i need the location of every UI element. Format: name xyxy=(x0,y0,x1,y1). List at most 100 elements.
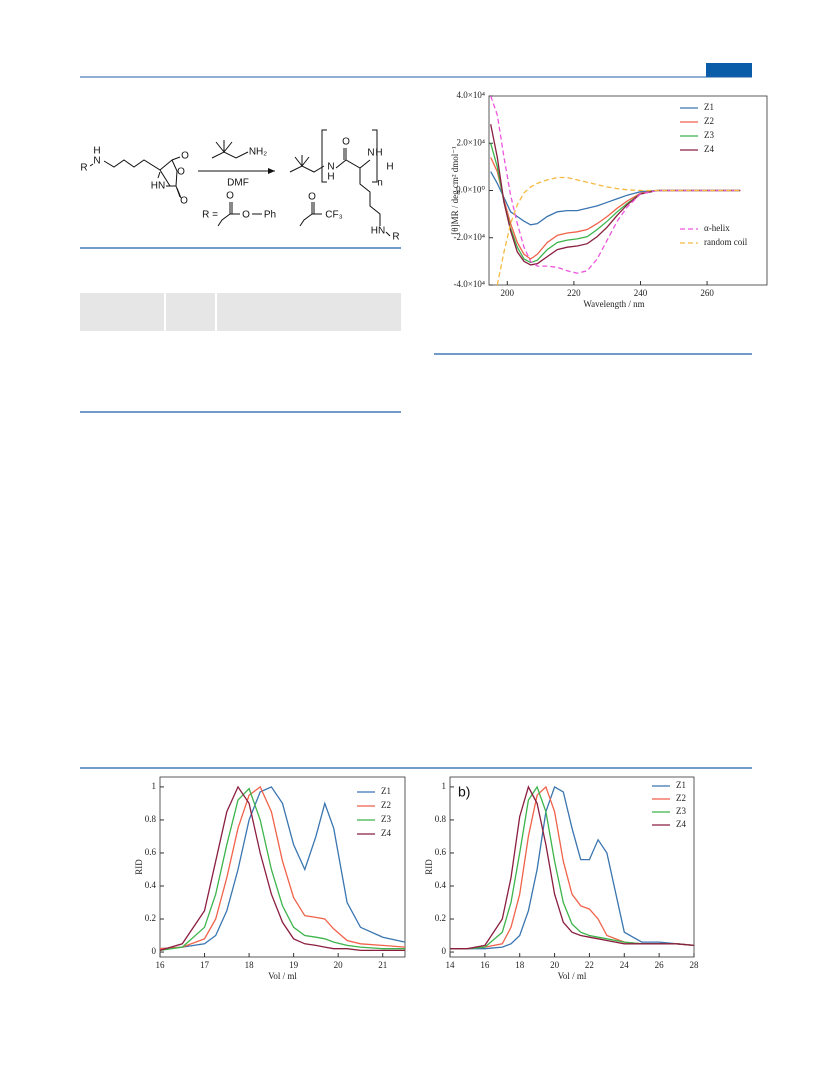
legend-label: random coil xyxy=(704,237,748,247)
scheme-bonds xyxy=(89,129,391,237)
x-tick-label: 14 xyxy=(446,960,456,970)
series-line xyxy=(450,785,695,950)
scheme-label: O xyxy=(181,151,189,162)
legend-label: Z2 xyxy=(704,116,714,126)
scheme-label: HN xyxy=(371,226,385,237)
y-tick-label: -2.0×10⁴ xyxy=(454,232,485,242)
legend-label: Z1 xyxy=(704,102,714,112)
y-tick-label: 0.2 xyxy=(435,913,446,923)
x-axis-label: Vol / ml xyxy=(558,971,587,981)
scheme-label: H xyxy=(375,148,382,159)
x-tick-label: 16 xyxy=(156,960,166,970)
x-axis-label: Wavelength / nm xyxy=(583,299,644,309)
x-tick-label: 18 xyxy=(245,960,255,970)
scheme-label: Ph xyxy=(264,210,276,221)
plot-frame xyxy=(449,776,695,958)
scheme-label: O xyxy=(180,196,188,207)
series-line xyxy=(159,787,405,952)
legend-label: Z1 xyxy=(381,786,391,796)
legend-label: Z3 xyxy=(381,814,391,824)
x-tick-label: 16 xyxy=(480,960,490,970)
legend-label: Z4 xyxy=(676,819,686,829)
scheme-label: O xyxy=(226,191,234,202)
series-line xyxy=(490,124,741,266)
y-axis-label: RID xyxy=(134,859,144,875)
y-tick-label: 0 xyxy=(152,946,157,956)
scheme-label: O xyxy=(177,167,185,178)
series-line xyxy=(159,785,405,952)
scheme-label: NH₂ xyxy=(249,147,267,158)
bond xyxy=(89,156,182,199)
scheme-label: O xyxy=(308,192,316,203)
page-tab xyxy=(706,63,752,77)
bond xyxy=(157,171,161,179)
legend-label: Z2 xyxy=(381,800,391,810)
arrowhead xyxy=(268,168,275,174)
scheme-label: DMF xyxy=(227,178,249,189)
legend-label: Z3 xyxy=(704,130,714,140)
x-tick-label: 240 xyxy=(634,288,648,298)
series-line xyxy=(490,143,741,264)
x-tick-label: 18 xyxy=(515,960,525,970)
y-tick-label: 0.6 xyxy=(435,847,447,857)
scheme-label: R = xyxy=(202,210,218,221)
panel-label: b) xyxy=(458,784,470,800)
bond xyxy=(217,202,391,237)
plot-frame xyxy=(159,776,406,958)
y-tick-label: 0 xyxy=(442,946,447,956)
series-line xyxy=(159,785,406,950)
legend-label: α-helix xyxy=(704,223,730,233)
scheme-label: CF₃ xyxy=(325,210,342,221)
y-tick-label: 0.8 xyxy=(145,814,157,824)
x-tick-label: 220 xyxy=(567,288,581,298)
scheme-label: R xyxy=(80,163,87,174)
scheme-label: H xyxy=(93,146,100,157)
x-axis-label: Vol / ml xyxy=(268,971,297,981)
y-axis-label: RID xyxy=(424,859,434,875)
bond xyxy=(211,140,249,159)
scheme-label: O xyxy=(242,210,250,221)
series-line xyxy=(490,157,741,260)
x-tick-label: 20 xyxy=(334,960,344,970)
scheme-label: H xyxy=(386,162,393,173)
y-tick-label: 1 xyxy=(442,781,447,791)
x-tick-label: 24 xyxy=(620,960,630,970)
scheme-label: R xyxy=(392,232,399,243)
bracket xyxy=(321,129,378,183)
x-tick-label: 260 xyxy=(700,288,714,298)
legend-label: Z2 xyxy=(676,793,686,803)
series-line xyxy=(450,785,695,950)
y-tick-label: -4.0×10⁴ xyxy=(454,279,485,289)
scheme-label: HN xyxy=(151,181,165,192)
y-tick-label: 0.8 xyxy=(435,814,447,824)
series-line xyxy=(496,176,741,286)
x-tick-label: 20 xyxy=(550,960,560,970)
y-tick-label: 2.0×10⁴ xyxy=(457,137,485,147)
series-line xyxy=(490,95,741,274)
scheme-label: n xyxy=(377,178,383,189)
x-tick-label: 21 xyxy=(378,960,387,970)
series-line xyxy=(159,786,406,950)
legend-label: Z1 xyxy=(676,780,686,790)
x-tick-label: 17 xyxy=(200,960,210,970)
y-tick-label: 0.6 xyxy=(145,847,157,857)
legend-label: Z3 xyxy=(676,806,686,816)
y-tick-label: 0.0×10⁰ xyxy=(456,185,485,195)
scheme-label: H xyxy=(327,172,334,183)
scheme-label: N xyxy=(93,156,100,167)
legend-label: Z4 xyxy=(704,144,714,154)
y-tick-label: 4.0×10⁴ xyxy=(457,90,485,100)
y-tick-label: 0.2 xyxy=(145,913,156,923)
bond xyxy=(289,148,381,226)
x-tick-label: 22 xyxy=(585,960,594,970)
x-tick-label: 200 xyxy=(501,288,515,298)
series-line xyxy=(450,785,695,950)
scheme-label: N xyxy=(327,162,334,173)
y-tick-label: 1 xyxy=(152,781,157,791)
legend-label: Z4 xyxy=(381,828,391,838)
y-tick-label: 0.4 xyxy=(435,880,447,890)
scheme-label: O xyxy=(342,137,350,148)
x-tick-label: 26 xyxy=(655,960,665,970)
scheme-label: N xyxy=(367,148,374,159)
